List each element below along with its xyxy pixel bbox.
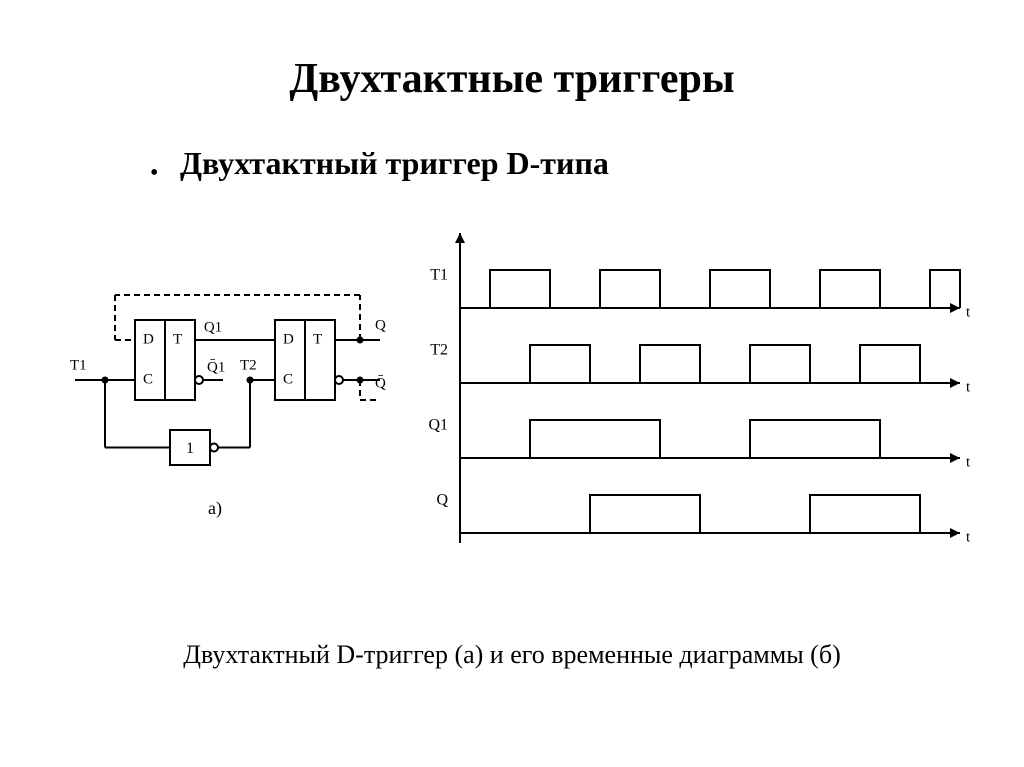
slide-caption: Двухтактный D-триггер (а) и его временны… xyxy=(0,640,1024,670)
svg-text:Q: Q xyxy=(375,317,386,333)
svg-text:Q1: Q1 xyxy=(204,319,222,335)
svg-text:t: t xyxy=(966,454,971,470)
svg-text:D: D xyxy=(143,331,154,347)
svg-text:T2: T2 xyxy=(430,342,448,359)
svg-text:Q̄: Q̄ xyxy=(375,375,386,391)
svg-text:t: t xyxy=(966,304,971,320)
svg-text:T1: T1 xyxy=(430,267,448,284)
svg-text:T1: T1 xyxy=(70,357,87,373)
svg-text:T2: T2 xyxy=(240,357,257,373)
timing-diagram: tT1tT2tQ1tQб) xyxy=(400,228,1000,568)
svg-text:Q̄1: Q̄1 xyxy=(207,359,225,375)
svg-text:Q1: Q1 xyxy=(428,417,448,434)
svg-text:T: T xyxy=(173,331,182,347)
bullet-glyph: • xyxy=(150,160,158,187)
slide-subtitle: Двухтактный триггер D-типа xyxy=(180,145,609,182)
svg-text:t: t xyxy=(966,529,971,545)
svg-text:T: T xyxy=(313,331,322,347)
slide-title: Двухтактные триггеры xyxy=(0,55,1024,103)
svg-text:Q: Q xyxy=(436,492,448,509)
circuit-diagram: DCTDCT1T1T2Q1Q̄1QQ̄a) xyxy=(40,280,390,540)
svg-text:C: C xyxy=(143,371,153,387)
svg-text:C: C xyxy=(283,371,293,387)
svg-text:1: 1 xyxy=(186,440,194,457)
svg-text:a): a) xyxy=(208,498,222,519)
svg-text:t: t xyxy=(966,379,971,395)
svg-text:D: D xyxy=(283,331,294,347)
